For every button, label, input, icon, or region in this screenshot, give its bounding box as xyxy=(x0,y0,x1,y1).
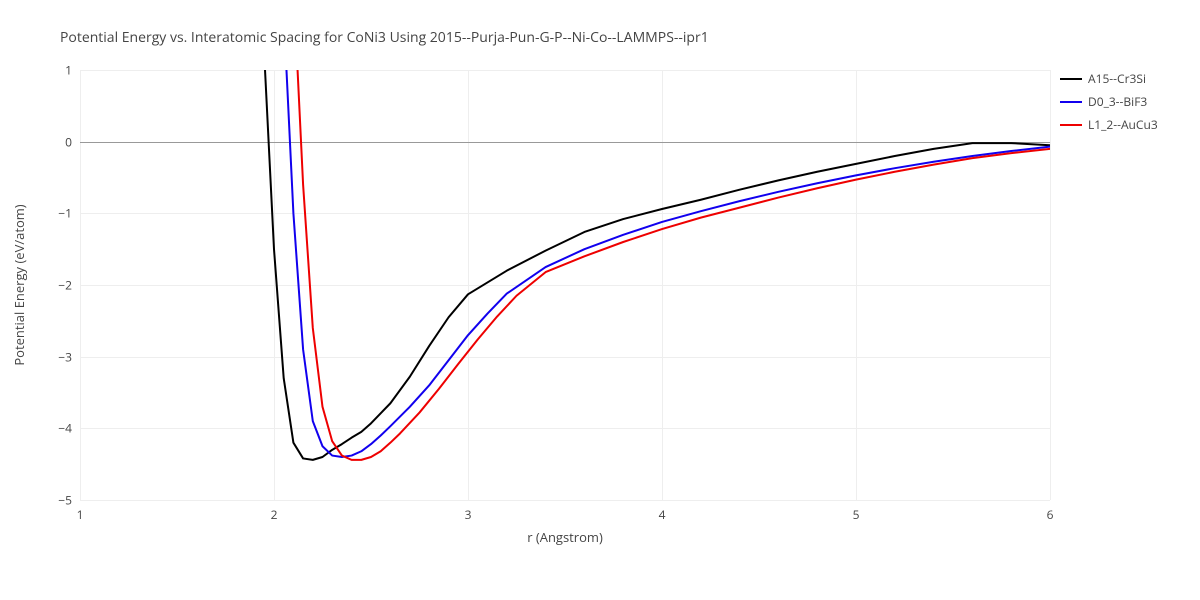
legend-label: L1_2--AuCu3 xyxy=(1088,116,1158,133)
y-tick-label: −4 xyxy=(58,420,72,437)
x-tick-label: 6 xyxy=(1047,506,1054,523)
x-tick-label: 3 xyxy=(465,506,472,523)
y-gridline xyxy=(80,500,1050,501)
y-gridline xyxy=(80,142,1050,143)
y-tick-label: 1 xyxy=(65,62,72,79)
legend-entry[interactable]: L1_2--AuCu3 xyxy=(1060,116,1158,133)
x-tick-label: 4 xyxy=(659,506,666,523)
y-tick-label: 0 xyxy=(65,133,72,150)
y-tick-label: −5 xyxy=(58,492,72,509)
plot-area[interactable] xyxy=(80,70,1050,500)
y-tick-label: −1 xyxy=(58,205,72,222)
y-gridline xyxy=(80,213,1050,214)
legend-swatch xyxy=(1060,124,1082,126)
legend-entry[interactable]: A15--Cr3Si xyxy=(1060,70,1158,87)
x-axis-label: r (Angstrom) xyxy=(527,528,603,546)
legend-entry[interactable]: D0_3--BiF3 xyxy=(1060,93,1158,110)
legend-swatch xyxy=(1060,101,1082,103)
legend-label: D0_3--BiF3 xyxy=(1088,93,1147,110)
chart-title: Potential Energy vs. Interatomic Spacing… xyxy=(60,28,709,47)
legend-label: A15--Cr3Si xyxy=(1088,70,1146,87)
y-gridline xyxy=(80,428,1050,429)
y-gridline xyxy=(80,285,1050,286)
x-tick-label: 5 xyxy=(853,506,860,523)
legend-swatch xyxy=(1060,78,1082,80)
x-gridline xyxy=(1050,70,1051,500)
x-tick-label: 1 xyxy=(77,506,84,523)
y-axis-label: Potential Energy (eV/atom) xyxy=(10,204,28,365)
x-tick-label: 2 xyxy=(271,506,278,523)
y-gridline xyxy=(80,70,1050,71)
chart-root: Potential Energy vs. Interatomic Spacing… xyxy=(0,0,1200,600)
y-tick-label: −2 xyxy=(58,277,72,294)
y-tick-label: −3 xyxy=(58,348,72,365)
legend: A15--Cr3Si D0_3--BiF3 L1_2--AuCu3 xyxy=(1060,70,1158,139)
y-gridline xyxy=(80,357,1050,358)
